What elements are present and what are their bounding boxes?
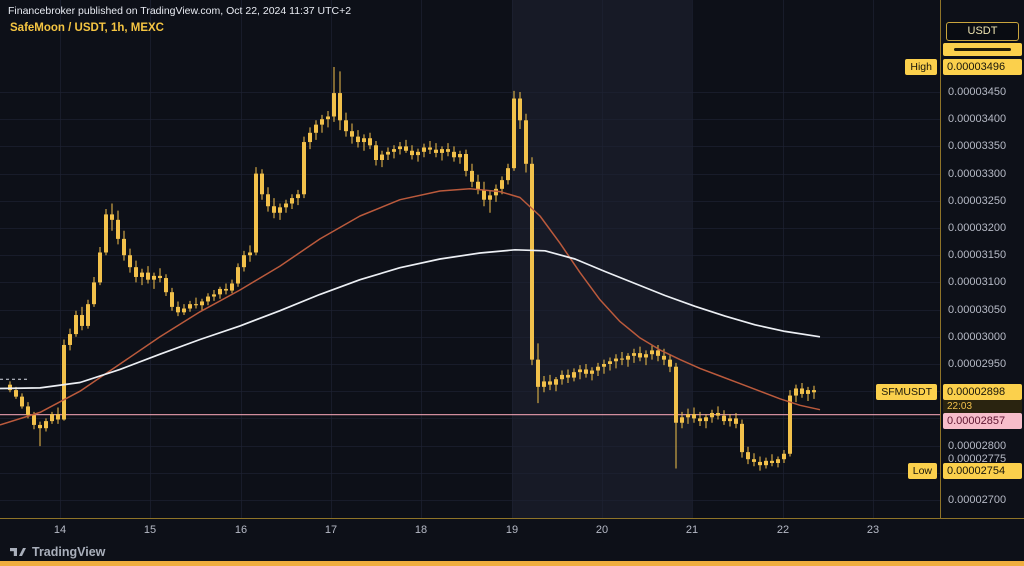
time-label: 23 xyxy=(866,524,880,536)
scribble-mark xyxy=(954,48,1011,51)
time-label: 22 xyxy=(776,524,790,536)
price-label: 0.00002700 xyxy=(948,494,1007,506)
price-label: 0.00003100 xyxy=(948,276,1007,289)
time-label: 15 xyxy=(143,524,157,536)
price-label: 0.00003050 xyxy=(948,303,1007,316)
high-label-badge: High xyxy=(905,58,937,75)
symbol-title[interactable]: SafeMoon / USDT, 1h, MEXC xyxy=(10,22,164,34)
tradingview-logo-text: TradingView xyxy=(32,545,106,559)
time-label: 18 xyxy=(414,524,428,536)
price-label: 0.00003450 xyxy=(948,86,1007,98)
price-label: 0.00003150 xyxy=(948,249,1007,262)
time-label: 21 xyxy=(685,524,699,536)
gridlines xyxy=(0,0,940,518)
tradingview-logo[interactable]: TradingView xyxy=(10,545,105,559)
symbol-flag-badge: SFMUSDT xyxy=(876,384,937,401)
candlestick-chart[interactable] xyxy=(0,0,940,518)
tradingview-logo-icon xyxy=(10,548,26,556)
chart-plot-area[interactable]: Financebroker published on TradingView.c… xyxy=(0,0,940,518)
high-value-badge: 0.00003496 xyxy=(943,58,1022,75)
low-label-badge: Low xyxy=(907,462,937,479)
low-value-badge: 0.00002754 xyxy=(943,462,1022,479)
price-label: 0.00003000 xyxy=(948,330,1007,343)
price-label: 0.00002950 xyxy=(948,358,1007,370)
bottom-accent-bar xyxy=(0,561,1024,566)
currency-button[interactable]: USDT xyxy=(946,22,1019,41)
time-label: 20 xyxy=(595,524,609,536)
ma-white-line xyxy=(0,248,821,390)
level-price-badge: 0.00002857 xyxy=(943,412,1022,429)
candles-layer xyxy=(8,66,816,471)
price-label: 0.00003250 xyxy=(948,194,1007,207)
price-axis[interactable]: USDT 0.00003496 0.00002898 22:03 0.00002… xyxy=(940,0,1024,518)
price-label: 0.00003200 xyxy=(948,222,1007,234)
time-label: 14 xyxy=(53,524,67,536)
price-label: 0.00003400 xyxy=(948,113,1007,126)
ma-orange-line xyxy=(0,188,821,426)
time-label: 17 xyxy=(324,524,338,536)
attribution-text: Financebroker published on TradingView.c… xyxy=(8,5,352,17)
price-label: 0.00003300 xyxy=(948,167,1007,180)
bar-countdown: 22:03 xyxy=(943,400,1022,414)
time-axis[interactable]: 14 15 16 17 18 19 20 21 22 23 xyxy=(0,518,1024,545)
price-label: 0.00002800 xyxy=(948,439,1007,452)
time-label: 16 xyxy=(234,524,248,536)
price-label: 0.00002775 xyxy=(948,453,1007,466)
time-label: 19 xyxy=(505,524,519,536)
masked-price-badge xyxy=(943,43,1022,56)
last-price-badge: 0.00002898 xyxy=(943,384,1022,401)
price-label: 0.00003350 xyxy=(948,140,1007,153)
